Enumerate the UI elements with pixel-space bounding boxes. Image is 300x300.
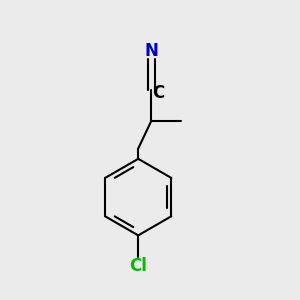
Text: Cl: Cl [129, 257, 147, 275]
Text: C: C [152, 84, 164, 102]
Text: N: N [145, 42, 158, 60]
